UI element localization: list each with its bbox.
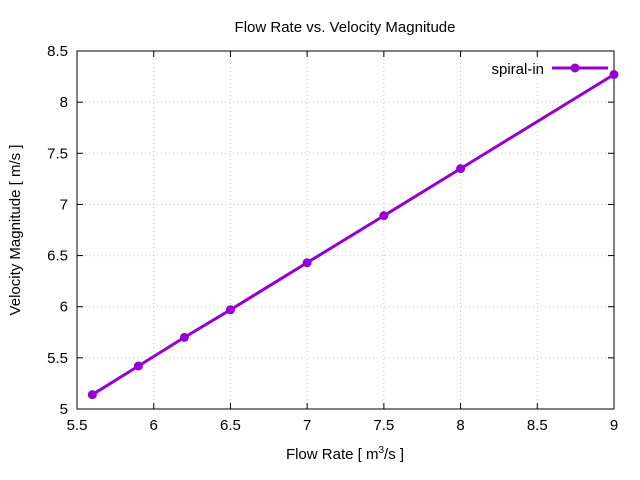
data-point [133, 361, 143, 371]
y-tick-label: 6.5 [47, 248, 68, 265]
y-tick-label: 6 [60, 299, 68, 316]
data-point [609, 70, 619, 80]
x-tick-label: 8 [456, 417, 464, 434]
x-axis-label-main: Flow Rate [ m [286, 446, 379, 463]
x-axis-label-tail: /s ] [384, 446, 404, 463]
x-tick-label: 7.5 [373, 417, 394, 434]
plot-frame [76, 50, 615, 410]
data-point [456, 164, 466, 174]
legend-marker [570, 63, 580, 73]
series-line-spiral-in [91, 73, 615, 396]
data-point [225, 305, 235, 315]
y-tick-label: 7 [60, 196, 68, 213]
y-tick-label: 7.5 [47, 145, 68, 162]
x-tick-label: 8.5 [527, 417, 548, 434]
x-tick-label: 6 [150, 417, 158, 434]
y-tick-label: 8 [60, 94, 68, 111]
legend-label: spiral-in [491, 61, 544, 78]
y-axis-label: Velocity Magnitude [ m/s ] [7, 145, 24, 316]
x-axis-label-superscript: 3 [378, 445, 384, 456]
data-point [379, 211, 389, 221]
y-tick-label: 5.5 [47, 350, 68, 367]
y-tick-label: 5 [60, 401, 68, 418]
legend: spiral-in [491, 61, 608, 78]
y-tick-label: 8.5 [47, 43, 68, 60]
grid [77, 51, 614, 409]
x-axis-label: Flow Rate [ m3/s ] [286, 445, 404, 463]
x-tick-label: 9 [610, 417, 618, 434]
data-point [87, 390, 97, 400]
chart-title: Flow Rate vs. Velocity Magnitude [235, 19, 456, 36]
x-tick-label: 7 [303, 417, 311, 434]
data-point [179, 332, 189, 342]
series-layer [87, 70, 619, 400]
data-point [302, 258, 312, 268]
x-tick-label: 5.5 [67, 417, 88, 434]
axis-ticks: 5.5 6 6.5 7 7.5 8 8.5 955.566.577.588.5 [47, 43, 618, 434]
x-tick-label: 6.5 [220, 417, 241, 434]
